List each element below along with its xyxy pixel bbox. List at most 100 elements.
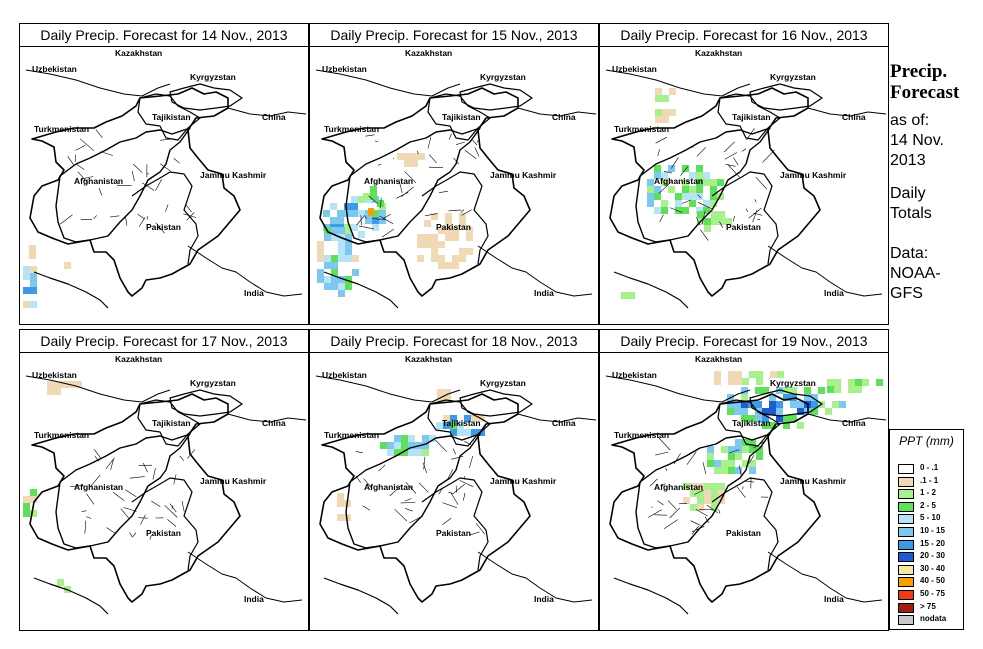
- precip-cell: [452, 255, 459, 262]
- country-label-china: China: [552, 418, 576, 428]
- precip-cell: [707, 460, 714, 467]
- precip-cell: [811, 401, 818, 408]
- precip-map: Kazakhstan Uzbekistan Kyrgyzstan Tajikistan…: [23, 48, 307, 309]
- precip-cell: [689, 186, 696, 193]
- precip-cell: [370, 193, 377, 200]
- precip-cell: [437, 389, 444, 396]
- precip-cell: [337, 217, 344, 224]
- legend-label: 5 - 10: [920, 513, 941, 523]
- country-label-tajikistan: Tajikistan: [152, 418, 191, 428]
- forecast-panel-nov19: Daily Precip. Forecast for 19 Nov., 2013…: [599, 329, 889, 631]
- precip-cell: [445, 220, 452, 227]
- india-border: [767, 551, 883, 603]
- legend-label: 0 - .1: [920, 463, 939, 472]
- coastline: [33, 577, 109, 615]
- precip-cell: [725, 218, 732, 225]
- precip-cell: [23, 287, 30, 294]
- precip-cell: [323, 210, 330, 217]
- country-label-turkmenistan: Turkmenistan: [34, 430, 89, 440]
- precip-cell: [769, 408, 776, 415]
- legend-swatch: [898, 527, 914, 537]
- country-label-jammu-kashmir: Jammu Kashmir: [780, 170, 847, 180]
- sidebar-date-line2: 2013: [890, 152, 926, 169]
- precip-cell: [804, 387, 811, 394]
- precip-cell: [654, 186, 661, 193]
- province-boundary: [356, 133, 480, 238]
- precip-cell: [387, 442, 394, 449]
- precip-cell: [324, 262, 331, 269]
- province-lines: [655, 128, 775, 241]
- precip-cell: [324, 283, 331, 290]
- precip-cell: [661, 200, 668, 207]
- precip-cell: [377, 200, 384, 207]
- precip-cell: [443, 422, 450, 429]
- precip-cell: [728, 446, 735, 453]
- country-label-turkmenistan: Turkmenistan: [324, 430, 379, 440]
- kyrgyzstan-border: [749, 83, 823, 111]
- precip-cell: [834, 379, 841, 386]
- precip-cell: [655, 109, 662, 116]
- precip-cell: [675, 207, 682, 214]
- country-label-uzbekistan: Uzbekistan: [32, 64, 77, 74]
- precip-cell: [783, 422, 790, 429]
- precip-cell: [703, 172, 710, 179]
- precip-cell: [714, 378, 721, 385]
- precip-cell: [769, 394, 776, 401]
- country-label-afghanistan: Afghanistan: [364, 482, 413, 492]
- country-label-turkmenistan: Turkmenistan: [34, 124, 89, 134]
- precip-cell: [647, 179, 654, 186]
- precip-cell: [783, 415, 790, 422]
- precip-cell: [417, 241, 424, 248]
- precip-cell: [411, 153, 418, 160]
- country-label-afghanistan: Afghanistan: [74, 176, 123, 186]
- precip-cell: [324, 276, 331, 283]
- precip-cell: [450, 429, 457, 436]
- precip-cells: [621, 88, 732, 299]
- precip-cell: [466, 234, 473, 241]
- india-border: [187, 245, 303, 297]
- precip-cell: [755, 401, 762, 408]
- precip-cell: [689, 200, 696, 207]
- precip-cell: [459, 213, 466, 220]
- precip-cell: [422, 449, 429, 456]
- country-label-uzbekistan: Uzbekistan: [612, 64, 657, 74]
- precip-cell: [710, 200, 717, 207]
- precip-cell: [471, 429, 478, 436]
- country-label-jammu-kashmir: Jammu Kashmir: [200, 170, 267, 180]
- country-label-india: India: [824, 594, 844, 604]
- precip-cell: [317, 248, 324, 255]
- country-label-kyrgyzstan: Kyrgyzstan: [190, 378, 236, 388]
- country-label-tajikistan: Tajikistan: [442, 112, 481, 122]
- legend-swatch: [898, 476, 914, 487]
- precip-cell: [317, 241, 324, 248]
- precip-cell: [711, 218, 718, 225]
- precip-cell: [23, 273, 30, 280]
- country-label-india: India: [244, 288, 264, 298]
- precip-cell: [697, 504, 704, 511]
- sidebar-asof: as of: 14 Nov. 2013: [890, 111, 944, 171]
- country-label-kazakhstan: Kazakhstan: [405, 48, 452, 58]
- precip-cell: [30, 280, 37, 287]
- precip-cell: [749, 371, 756, 378]
- country-label-pakistan: Pakistan: [726, 222, 761, 232]
- coastline: [613, 577, 689, 615]
- precip-cell: [452, 234, 459, 241]
- precip-cell: [707, 453, 714, 460]
- precip-cell: [444, 389, 451, 396]
- coastline: [323, 577, 399, 615]
- precip-cell: [331, 276, 338, 283]
- forecast-panel-nov16: Daily Precip. Forecast for 16 Nov., 2013…: [599, 23, 889, 325]
- precip-cell: [790, 415, 797, 422]
- precip-cell: [379, 210, 386, 217]
- precip-cell: [727, 401, 734, 408]
- precip-cells: [683, 371, 883, 511]
- precip-cell: [344, 514, 351, 521]
- precip-cell: [669, 109, 676, 116]
- country-label-jammu-kashmir: Jammu Kashmir: [200, 476, 267, 486]
- country-label-kyrgyzstan: Kyrgyzstan: [770, 72, 816, 82]
- precip-cell: [790, 401, 797, 408]
- precip-cell: [54, 381, 61, 388]
- afghanistan-border: [55, 433, 191, 549]
- sidebar-data-source: Data: NOAA- GFS: [890, 244, 941, 304]
- precip-cell: [718, 490, 725, 497]
